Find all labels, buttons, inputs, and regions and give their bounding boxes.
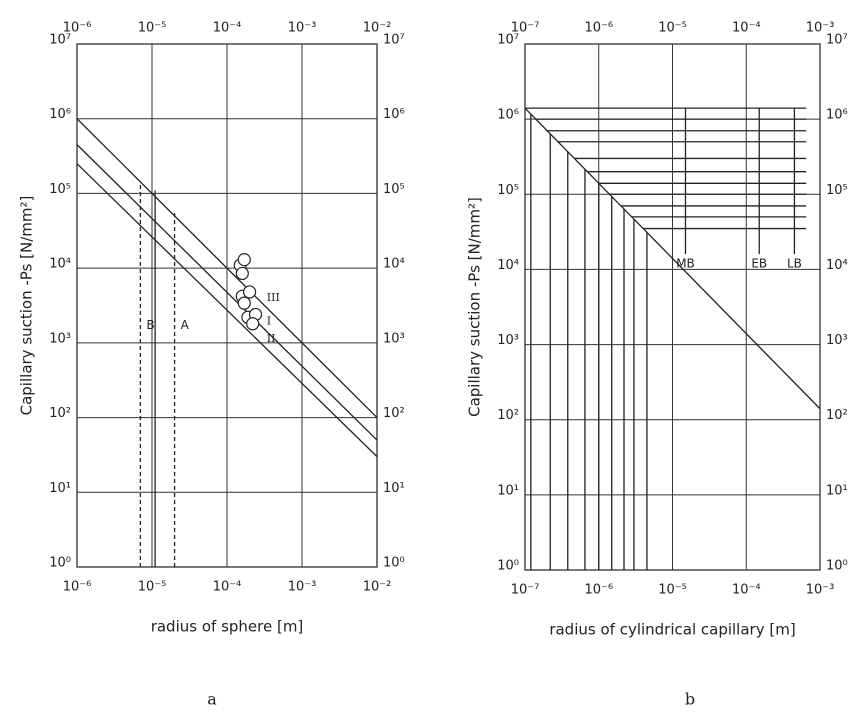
x-tick-label: 10⁻⁵ <box>658 583 687 598</box>
y-tick-label-right: 10⁰ <box>826 559 848 574</box>
y-tick-label: 10² <box>497 408 519 423</box>
y-tick-label-right: 10⁵ <box>826 183 848 198</box>
x-tick-label: 10⁻⁶ <box>584 583 613 598</box>
line-label: B <box>146 318 154 332</box>
marker-label: EB <box>751 257 767 271</box>
y-tick-label-right: 10⁵ <box>383 182 405 197</box>
x-axis-title: radius of cylindrical capillary [m] <box>549 621 795 639</box>
particle <box>236 267 248 279</box>
y-tick-label-right: 10⁶ <box>383 107 405 122</box>
x-tick-label: 10⁻³ <box>806 583 835 598</box>
particle <box>247 318 259 330</box>
x-tick-label: 10⁻³ <box>288 580 317 595</box>
y-tick-label: 10³ <box>497 333 519 348</box>
series-label: I <box>267 315 271 328</box>
y-tick-label: 10⁴ <box>497 258 519 273</box>
y-tick-label: 10¹ <box>49 481 71 496</box>
x-tick-label-top: 10⁻⁵ <box>138 21 167 36</box>
particle <box>238 254 250 266</box>
x-tick-label-top: 10⁻⁴ <box>732 21 761 36</box>
y-tick-label-right: 10² <box>826 408 848 423</box>
y-tick-label: 10⁰ <box>497 559 519 574</box>
y-tick-label-right: 10⁷ <box>826 33 848 48</box>
line-label: A <box>181 318 190 332</box>
y-tick-label: 10¹ <box>497 483 519 498</box>
particle <box>238 297 250 309</box>
x-axis-title: radius of sphere [m] <box>151 618 304 636</box>
y-tick-label: 10³ <box>49 331 71 346</box>
y-tick-label-right: 10⁶ <box>826 108 848 123</box>
series-label: II <box>267 332 276 345</box>
y-tick-label: 10⁵ <box>49 182 71 197</box>
y-tick-label-right: 10³ <box>826 333 848 348</box>
y-axis-title: Capillary suction -Ps [N/mm²] <box>466 197 484 417</box>
y-tick-label-right: 10³ <box>383 331 405 346</box>
x-tick-label-top: 10⁻⁴ <box>213 21 242 36</box>
marker-label: MB <box>676 257 695 271</box>
series-label: III <box>267 291 280 304</box>
y-tick-label: 10⁴ <box>49 257 71 272</box>
marker-label: LB <box>787 257 802 271</box>
x-tick-label: 10⁻⁵ <box>138 580 167 595</box>
x-tick-label: 10⁻⁴ <box>732 583 761 598</box>
y-axis-title: Capillary suction -Ps [N/mm²] <box>18 196 36 416</box>
x-tick-label: 10⁻² <box>363 580 392 595</box>
y-tick-label: 10⁵ <box>497 183 519 198</box>
x-tick-label-top: 10⁻⁵ <box>658 21 687 36</box>
y-tick-label: 10⁰ <box>49 556 71 571</box>
y-tick-label-right: 10² <box>383 406 405 421</box>
y-tick-label-right: 10¹ <box>383 481 405 496</box>
y-tick-label-right: 10¹ <box>826 483 848 498</box>
x-tick-label: 10⁻⁶ <box>63 580 92 595</box>
caption: a <box>207 690 217 709</box>
x-tick-label-top: 10⁻³ <box>288 21 317 36</box>
y-tick-label-right: 10⁴ <box>383 257 405 272</box>
y-tick-label-right: 10⁷ <box>383 33 405 48</box>
x-tick-label: 10⁻⁷ <box>511 583 540 598</box>
y-tick-label: 10⁷ <box>497 33 519 48</box>
caption: b <box>685 690 695 709</box>
y-tick-label-right: 10⁴ <box>826 258 848 273</box>
y-tick-label: 10⁶ <box>497 108 519 123</box>
y-tick-label: 10² <box>49 406 71 421</box>
y-tick-label: 10⁷ <box>49 33 71 48</box>
y-tick-label: 10⁶ <box>49 107 71 122</box>
x-tick-label-top: 10⁻⁶ <box>584 21 613 36</box>
x-tick-label: 10⁻⁴ <box>213 580 242 595</box>
figure: 10⁻⁶10⁻⁶10⁻⁵10⁻⁵10⁻⁴10⁻⁴10⁻³10⁻³10⁻²10⁻²… <box>0 0 857 714</box>
particle <box>244 286 256 298</box>
y-tick-label-right: 10⁰ <box>383 556 405 571</box>
